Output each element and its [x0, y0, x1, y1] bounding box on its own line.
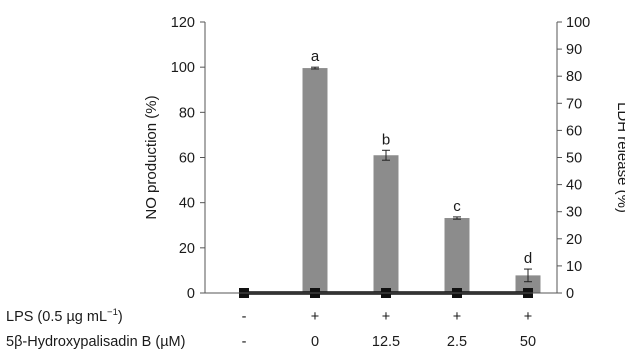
axes-group: 0 20 40 60 80 100 120 NO production (%) 0 10 20 30 4… [143, 15, 625, 302]
significance-labels-group: a b c d [311, 48, 532, 267]
row-value: 12.5 [372, 334, 400, 350]
right-tick-label: 60 [566, 123, 582, 139]
row-value: + [382, 309, 390, 325]
right-tick-label: 70 [566, 96, 582, 112]
bar [515, 275, 541, 293]
left-tick-label: 100 [171, 60, 195, 76]
right-tick-label: 90 [566, 42, 582, 58]
significance-label: d [524, 250, 532, 267]
right-tick-label: 40 [566, 178, 582, 194]
left-axis-title: NO production (%) [143, 95, 160, 219]
error-bars-group [311, 66, 532, 283]
right-tick-label: 80 [566, 69, 582, 85]
row-value: + [311, 309, 319, 325]
bar [302, 68, 328, 293]
left-tick-label: 40 [179, 196, 195, 212]
left-tick-label: 20 [179, 241, 195, 257]
row-value: - [242, 309, 247, 325]
right-axis-title: LDH release (%) [614, 102, 625, 213]
row-value: + [524, 309, 532, 325]
row-value: 2.5 [447, 334, 467, 350]
significance-label: b [382, 131, 390, 148]
significance-label: c [453, 198, 461, 215]
left-tick-label: 120 [171, 15, 195, 31]
right-tick-label: 30 [566, 205, 582, 221]
right-tick-label: 50 [566, 151, 582, 167]
row-value: - [242, 334, 247, 350]
left-tick-label: 80 [179, 105, 195, 121]
significance-label: a [311, 48, 320, 65]
right-tick-label: 20 [566, 232, 582, 248]
right-tick-label: 100 [566, 15, 590, 31]
left-tick-label: 60 [179, 151, 195, 167]
right-tick-label: 0 [566, 286, 574, 302]
row-value: 0 [311, 334, 319, 350]
bar [373, 155, 399, 293]
treatment-rows-group: LPS (0.5 µg mL−1) - + + + +5β-Hydroxypalisadi… [6, 307, 536, 350]
right-tick-label: 10 [566, 259, 582, 275]
bars-group [302, 68, 541, 293]
row-value: + [453, 309, 461, 325]
left-tick-label: 0 [187, 286, 195, 302]
row-label: 5β-Hydroxypalisadin B (µM) [6, 334, 185, 350]
bar [444, 218, 470, 293]
row-value: 50 [520, 334, 536, 350]
row-label: LPS (0.5 µg mL−1) [6, 307, 123, 325]
